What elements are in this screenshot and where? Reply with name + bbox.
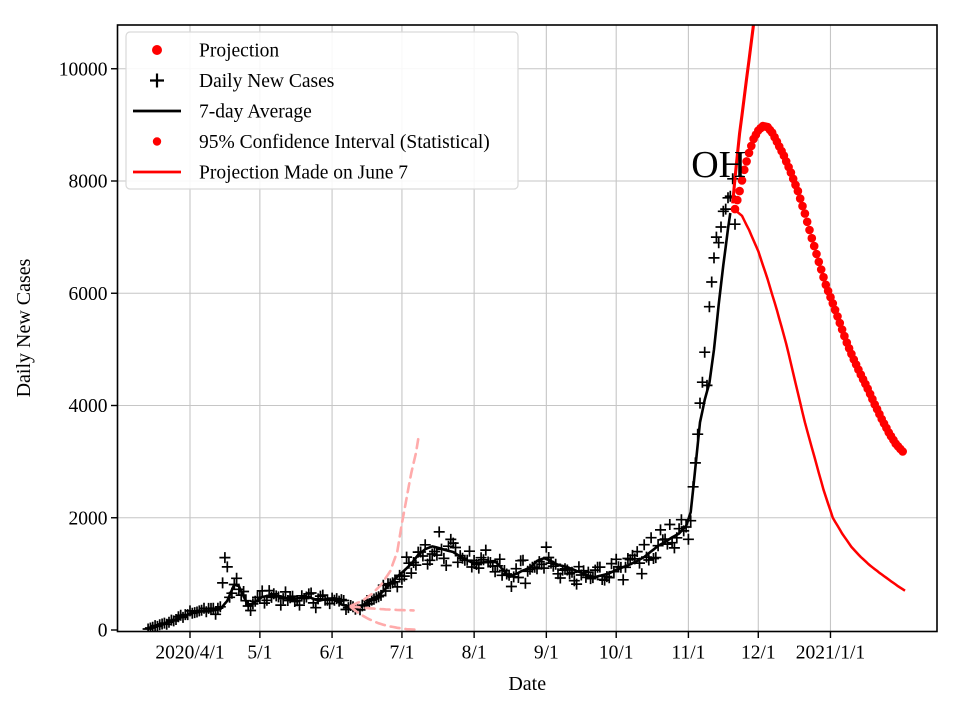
x-tick-label: 7/1: [389, 643, 414, 664]
x-tick-label: 6/1: [320, 643, 345, 664]
projection-dot: [730, 204, 740, 214]
legend-label: Daily New Cases: [199, 71, 334, 92]
y-tick-label: 10000: [59, 59, 108, 80]
x-tick-label: 2020/4/1: [155, 643, 224, 664]
y-tick-label: 0: [98, 621, 108, 642]
projection-dot: [793, 186, 803, 196]
legend-dot-marker: [152, 137, 162, 146]
axes-frame: [116, 24, 938, 633]
projection-dot: [737, 176, 747, 185]
series-daily-new-cases: [142, 173, 741, 632]
series-projection-made-june7: [731, 25, 756, 204]
x-tick-label: 12/1: [741, 643, 776, 664]
series-june7-confidence: [349, 605, 415, 612]
projection-dot: [795, 194, 805, 203]
x-tick-label: 9/1: [534, 643, 559, 664]
projection-dot: [798, 201, 807, 211]
legend-entry: Projection: [152, 41, 279, 62]
x-axis-title: Date: [508, 673, 546, 695]
series-7day-average: [147, 212, 732, 630]
x-tick-label: 2021/1/1: [796, 643, 865, 664]
projection-dot: [828, 299, 838, 308]
state-annotation: OH: [691, 144, 746, 186]
projection-dot: [898, 447, 907, 456]
legend-label: Projection Made on June 7: [199, 163, 408, 184]
projection-dot: [809, 241, 819, 251]
tick-marks: [111, 68, 832, 638]
projection-dot: [805, 225, 814, 235]
y-axis-title: Daily New Cases: [13, 258, 35, 397]
x-tick-label: 10/1: [599, 643, 634, 664]
projection-dot: [735, 186, 744, 196]
series-projection: [730, 121, 907, 456]
projection-dot: [747, 141, 756, 151]
y-tick-label: 8000: [69, 172, 108, 193]
projection-dot: [814, 257, 824, 267]
tick-labels: 0 2000 4000 6000 8000 10000 2020/4/1 5/1 6/1 7/1 8…: [59, 59, 865, 663]
series-projection-made-june7: [731, 204, 906, 592]
projection-dot: [802, 217, 812, 227]
legend-entry: Daily New Cases: [150, 71, 334, 92]
y-tick-label: 6000: [69, 284, 108, 305]
projection-dot: [835, 318, 845, 328]
plot-area: [142, 25, 907, 632]
legend-entry: Projection Made on June 7: [133, 163, 408, 184]
series-june7-confidence: [349, 605, 420, 631]
legend-label: 95% Confidence Interval (Statistical): [199, 132, 490, 153]
x-tick-label: 11/1: [671, 643, 705, 664]
projection-dot: [744, 148, 754, 158]
legend-dot-marker: [152, 45, 162, 55]
projection-dot: [742, 157, 751, 166]
projection-dot: [807, 233, 817, 243]
projection-dot: [740, 165, 749, 175]
projection-dot: [733, 195, 742, 205]
legend-label: 7-day Average: [199, 102, 312, 123]
y-tick-label: 2000: [69, 508, 108, 529]
series-june7-confidence: [349, 437, 420, 608]
projection-dot: [800, 209, 810, 218]
legend-entry: 95% Confidence Interval (Statistical): [152, 132, 490, 153]
y-tick-label: 4000: [69, 396, 108, 417]
legend-entry: 7-day Average: [133, 102, 312, 123]
projection-dot: [837, 325, 847, 334]
plus-markers: [142, 173, 741, 632]
legend-label: Projection: [199, 41, 279, 62]
projection-dot: [819, 272, 828, 282]
legend: Projection Daily New Cases 7-day Average 95…: [125, 31, 519, 190]
x-tick-label: 5/1: [247, 643, 272, 664]
projection-dot: [833, 312, 842, 321]
legend-box: [125, 31, 519, 190]
projection-dot: [812, 249, 821, 259]
legend-plus-marker: [150, 73, 164, 88]
projection-dot: [830, 305, 840, 315]
projection-dot: [816, 265, 826, 274]
x-tick-label: 8/1: [462, 643, 487, 664]
projection-dot: [840, 331, 849, 341]
